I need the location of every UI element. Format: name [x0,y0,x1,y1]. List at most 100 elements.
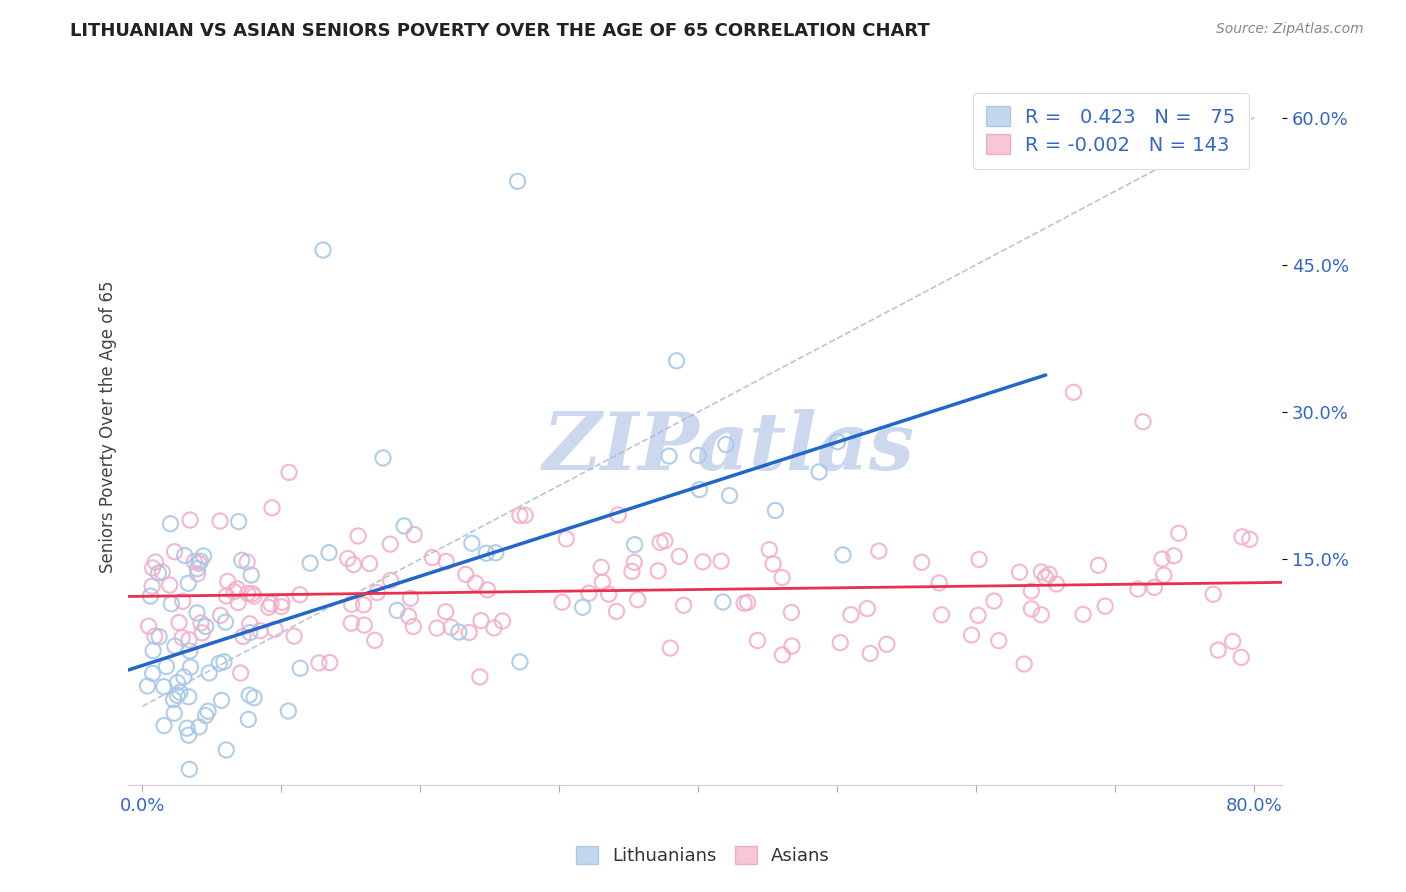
Point [145,555,167,569]
Point [578,586,600,600]
Point [340,597,363,611]
Point [308,656,330,670]
Point [668,549,690,564]
Point [364,633,387,648]
Point [179,660,201,674]
Point [1202,587,1225,601]
Point [163,545,186,559]
Point [155,659,177,673]
Point [148,566,170,580]
Point [987,633,1010,648]
Point [385,603,408,617]
Point [257,600,280,615]
Point [856,601,879,615]
Point [163,639,186,653]
Point [1153,568,1175,582]
Point [163,706,186,721]
Point [271,595,294,609]
Point [659,641,682,656]
Point [153,680,176,694]
Point [359,557,381,571]
Point [830,635,852,649]
Point [859,647,882,661]
Point [399,591,422,606]
Point [172,631,194,645]
Point [173,670,195,684]
Point [366,585,388,599]
Point [868,544,890,558]
Point [232,630,254,644]
Point [238,713,260,727]
Point [434,605,457,619]
Point [177,690,200,704]
Point [238,688,260,702]
Legend: Lithuanians, Asians: Lithuanians, Asians [567,837,839,874]
Point [347,529,370,543]
Text: ZIPatlas: ZIPatlas [543,409,914,487]
Point [591,575,613,590]
Point [166,689,188,703]
Point [380,574,402,588]
Legend: R =   0.423   N =   75, R = -0.002   N = 143: R = 0.423 N = 75, R = -0.002 N = 143 [973,93,1249,169]
Point [190,615,212,630]
Point [737,595,759,609]
Point [186,606,208,620]
Point [193,549,215,563]
Point [177,728,200,742]
Point [197,704,219,718]
Point [911,555,934,569]
Point [159,516,181,531]
Point [711,595,734,609]
Point [1038,567,1060,582]
Point [142,561,165,575]
Point [689,483,711,497]
Point [447,625,470,640]
Point [398,609,420,624]
Point [1035,570,1057,584]
Point [470,614,492,628]
Point [475,546,498,560]
Point [1132,415,1154,429]
Point [692,555,714,569]
Point [162,692,184,706]
Point [464,576,486,591]
Point [179,513,201,527]
Point [177,632,200,647]
Point [224,584,246,599]
Point [832,548,855,562]
Point [226,582,249,596]
Point [353,618,375,632]
Point [188,557,211,571]
Point [142,666,165,681]
Point [177,576,200,591]
Point [208,514,231,528]
Point [141,579,163,593]
Point [654,533,676,548]
Point [555,532,578,546]
Point [426,621,449,635]
Point [1087,558,1109,573]
Point [262,500,284,515]
Point [1012,657,1035,671]
Point [353,598,375,612]
Point [208,656,231,670]
Point [340,616,363,631]
Point [150,565,173,579]
Point [482,621,505,635]
Point [191,625,214,640]
Point [688,449,710,463]
Point [1150,552,1173,566]
Point [747,633,769,648]
Point [422,550,444,565]
Point [506,174,529,188]
Point [1222,634,1244,648]
Point [278,466,301,480]
Point [277,704,299,718]
Point [166,675,188,690]
Point [1021,584,1043,599]
Point [718,489,741,503]
Point [1045,577,1067,591]
Point [229,665,252,680]
Point [299,556,322,570]
Point [477,582,499,597]
